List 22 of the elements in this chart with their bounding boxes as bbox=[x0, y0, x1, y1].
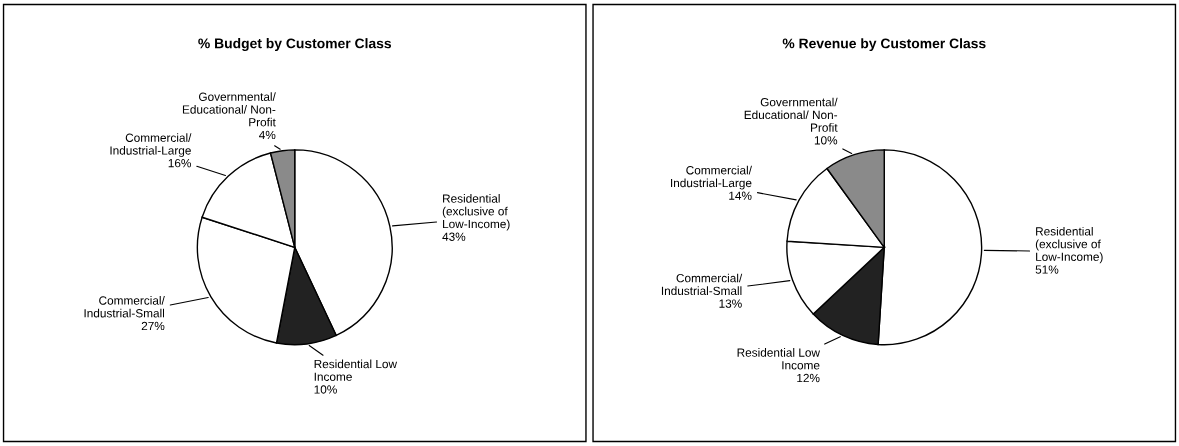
data-label: 13% bbox=[719, 299, 742, 308]
data-label: 10% bbox=[814, 136, 838, 145]
slice-label: Governmental/ Educational/ Non- Profit bbox=[744, 97, 838, 132]
slice-label: Governmental/ Educational/ Non- Profit bbox=[182, 92, 276, 127]
slice-label: Residential Low Income bbox=[314, 359, 398, 381]
slice-label: Commercial/ Industrial-Small bbox=[661, 273, 743, 296]
data-label: 43% bbox=[442, 232, 466, 241]
data-label: 27% bbox=[141, 321, 165, 331]
data-label: 51% bbox=[1035, 265, 1059, 274]
data-label: 12% bbox=[797, 373, 820, 383]
slice-label: Residential Low Income bbox=[737, 348, 821, 370]
slice-label: Residential (exclusive of Low-Income) bbox=[1035, 226, 1103, 264]
data-label: 10% bbox=[314, 385, 337, 394]
slice-label: Commercial/ Industrial-Large bbox=[671, 165, 752, 190]
slice-label: Residential (exclusive of Low-Income) bbox=[442, 194, 510, 231]
slice-label: Commercial/ Industrial-Large bbox=[110, 133, 192, 157]
chart-title: % Budget by Customer Class bbox=[198, 38, 392, 52]
data-label: 4% bbox=[259, 130, 276, 140]
data-label: 16% bbox=[168, 159, 191, 168]
slice-label: Commercial/ Industrial-Small bbox=[84, 296, 165, 318]
data-label: 14% bbox=[729, 191, 752, 200]
chart-title: % Revenue by Customer Class bbox=[782, 38, 986, 52]
